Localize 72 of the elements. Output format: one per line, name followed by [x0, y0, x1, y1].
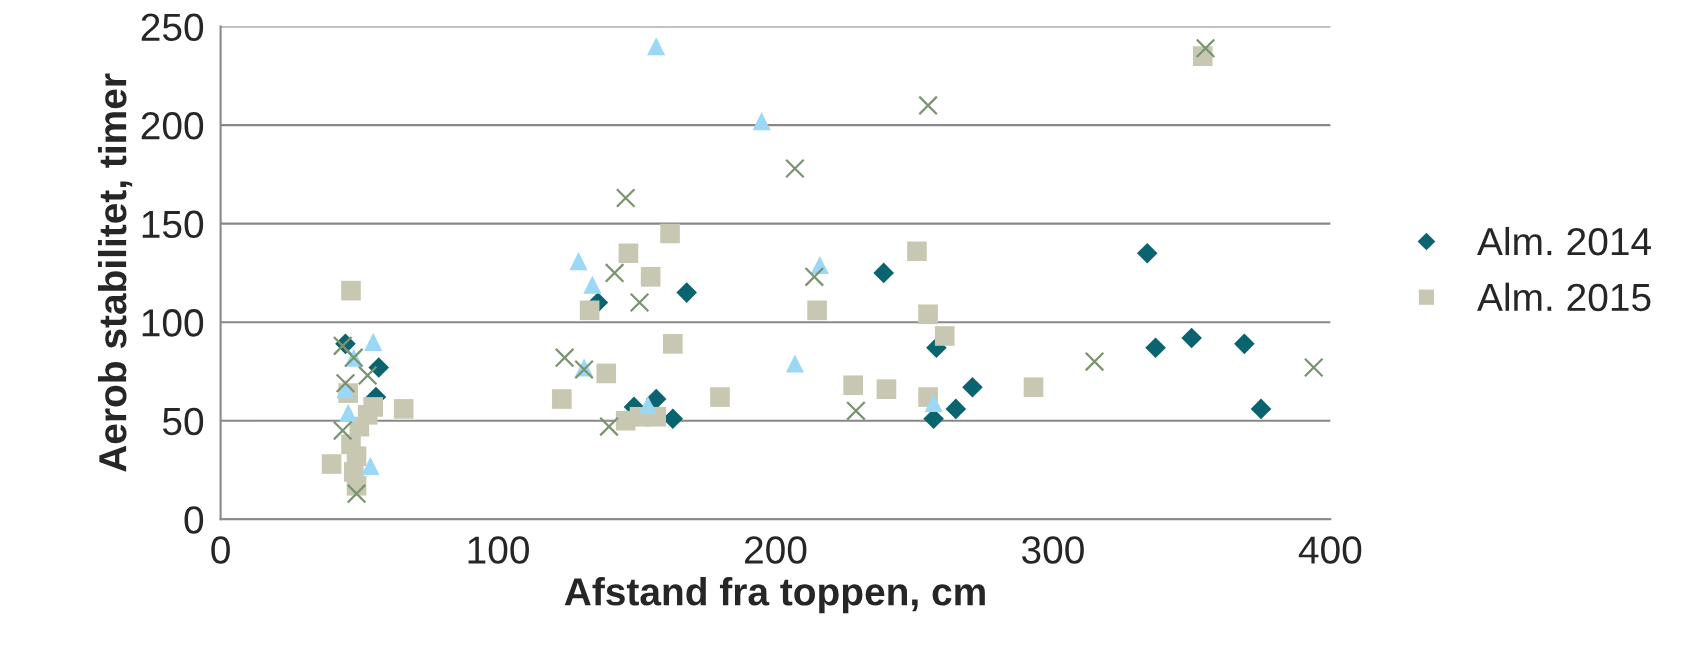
- point: [393, 399, 414, 419]
- x-tick-label: 100: [468, 536, 529, 564]
- point: [629, 292, 650, 313]
- point: [363, 397, 384, 417]
- y-tick-label: 100: [142, 309, 204, 337]
- point: [615, 188, 636, 208]
- point: [945, 398, 967, 420]
- point: [645, 388, 667, 410]
- point: [785, 354, 804, 373]
- point: [676, 282, 697, 303]
- point: [321, 454, 342, 474]
- point: [710, 387, 730, 407]
- point: [346, 446, 367, 466]
- point: [332, 420, 353, 441]
- point: [335, 373, 356, 394]
- point: [341, 280, 361, 301]
- point: [1234, 333, 1255, 355]
- point: [1023, 377, 1044, 398]
- point: [962, 376, 983, 398]
- point: [752, 112, 771, 131]
- point: [876, 379, 897, 399]
- point: [873, 262, 894, 284]
- point: [1136, 242, 1158, 264]
- point: [357, 365, 378, 386]
- point: [660, 223, 680, 244]
- legend-label: Alm. 2014: [1477, 226, 1651, 256]
- point: [804, 266, 825, 287]
- y-tick-label: 150: [142, 210, 204, 239]
- point: [647, 37, 666, 56]
- point: [918, 95, 938, 116]
- point: [604, 263, 625, 283]
- point: [924, 393, 943, 413]
- point: [785, 158, 805, 179]
- y-tick-label: 50: [162, 407, 204, 436]
- point: [638, 395, 657, 414]
- x-tick-label: 0: [211, 536, 230, 564]
- legend-label: Alm. 2015: [1477, 282, 1651, 312]
- point: [640, 267, 661, 287]
- point: [346, 483, 367, 504]
- point: [1084, 351, 1105, 372]
- point: [596, 363, 617, 384]
- point: [1303, 357, 1324, 378]
- point: [846, 400, 866, 421]
- point: [663, 334, 683, 354]
- point: [554, 347, 575, 368]
- point: [907, 241, 927, 262]
- y-axis-title: Aerob stabilitet, timer: [97, 73, 133, 472]
- point: [579, 300, 600, 321]
- point: [618, 243, 639, 264]
- x-tick-label: 300: [1021, 536, 1084, 564]
- point: [1250, 398, 1272, 420]
- x-tick-label: 200: [745, 536, 807, 564]
- point: [807, 300, 827, 321]
- point: [569, 252, 588, 271]
- y-tick-label: 200: [141, 112, 204, 140]
- point: [1145, 337, 1166, 359]
- point: [1181, 327, 1202, 349]
- y-tick-label: 250: [141, 13, 204, 42]
- point: [934, 326, 955, 346]
- point: [552, 389, 572, 409]
- point: [339, 403, 358, 422]
- point: [599, 416, 619, 437]
- point: [361, 456, 380, 476]
- point: [583, 275, 602, 294]
- point: [1195, 38, 1216, 59]
- point: [843, 375, 863, 396]
- x-tick-label: 400: [1298, 536, 1362, 564]
- point: [368, 357, 390, 378]
- y-tick-label: 0: [184, 506, 204, 534]
- point: [918, 304, 938, 325]
- point: [364, 332, 383, 351]
- x-axis-title: Afstand fra toppen, cm: [564, 577, 985, 614]
